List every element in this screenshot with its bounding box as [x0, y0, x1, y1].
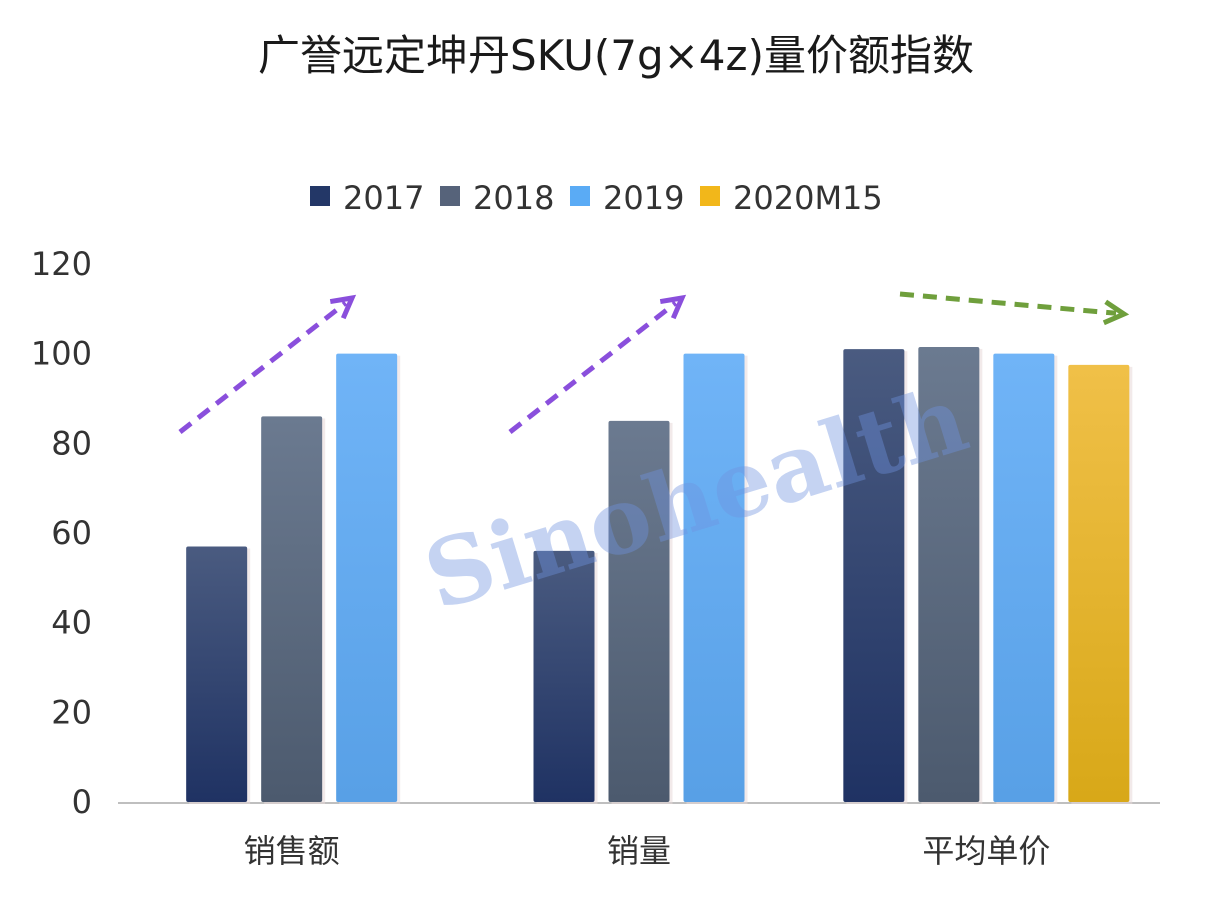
bar-2018-销量 — [608, 420, 670, 802]
legend-label-2019: 2019 — [603, 179, 684, 217]
legend: 2017 2018 2019 2020M15 — [310, 179, 883, 217]
bar-2017-销售额 — [186, 546, 248, 802]
bar-2019-销售额 — [336, 353, 398, 802]
x-category-label-平均单价: 平均单价 — [922, 832, 1050, 870]
bar-2018-平均单价 — [918, 346, 980, 802]
y-tick-label-0: 0 — [72, 783, 92, 821]
legend-label-2020M15: 2020M15 — [733, 179, 883, 217]
bar-2017-销量 — [533, 550, 595, 802]
bar-2018-销售额 — [261, 416, 323, 802]
legend-swatch-2019 — [570, 186, 590, 206]
chart-title: 广誉远定坤丹SKU(7g×4z)量价额指数 — [258, 31, 974, 80]
y-tick-label-20: 20 — [51, 693, 92, 731]
trend-arrow-平均单价 — [899, 291, 1130, 326]
x-category-label-销售额: 销售额 — [244, 832, 340, 870]
y-tick-label-40: 40 — [51, 604, 92, 642]
bars: 销售额 销量 平均单价 — [186, 346, 1133, 870]
trend-arrows — [178, 291, 1130, 434]
legend-swatch-2020M15 — [700, 186, 720, 206]
legend-swatch-2017 — [310, 186, 330, 206]
bar-2020M15-平均单价 — [1068, 364, 1130, 802]
y-tick-label-80: 80 — [51, 424, 92, 462]
bar-2019-平均单价 — [993, 353, 1055, 802]
y-tick-label-100: 100 — [31, 335, 92, 373]
y-tick-label-60: 60 — [51, 514, 92, 552]
legend-label-2018: 2018 — [473, 179, 554, 217]
legend-swatch-2018 — [440, 186, 460, 206]
x-category-label-销量: 销量 — [607, 832, 671, 870]
bar-2017-平均单价 — [843, 349, 905, 802]
y-tick-label-120: 120 — [31, 245, 92, 283]
legend-label-2017: 2017 — [343, 179, 424, 217]
trend-arrow-销售额 — [178, 294, 357, 434]
trend-arrow-销量 — [508, 294, 687, 434]
bar-2019-销量 — [683, 353, 745, 802]
